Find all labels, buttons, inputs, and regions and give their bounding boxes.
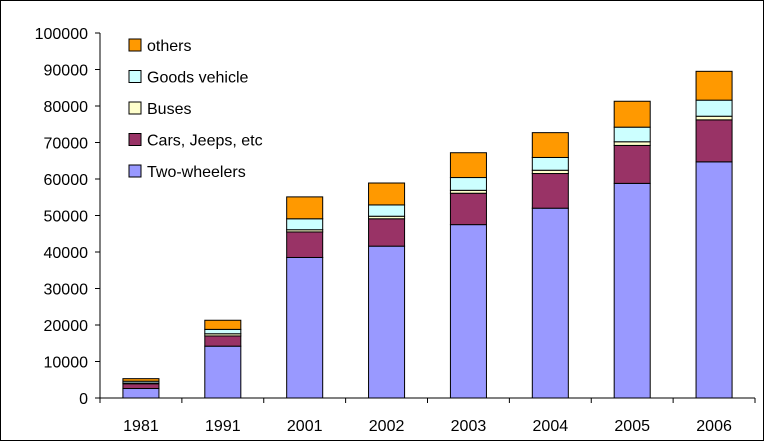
y-tick-label: 60000 bbox=[44, 172, 89, 189]
bar-segment-two-wheelers bbox=[449, 224, 487, 399]
legend-swatch bbox=[128, 164, 142, 178]
bar-segment-cars-jeeps-etc bbox=[613, 144, 651, 184]
y-tick-label: 90000 bbox=[44, 63, 89, 80]
bar-segment-buses bbox=[695, 115, 733, 121]
y-axis: 0 10000 20000 30000 40000 50000 60000 70000 8000… bbox=[35, 26, 101, 408]
x-axis: 1981 1991 2001 2002 2003 2004 2005 2006 bbox=[99, 397, 756, 435]
y-tick-label: 100000 bbox=[35, 26, 88, 43]
bar-segment-others bbox=[204, 319, 242, 330]
x-tick-label: 2001 bbox=[287, 418, 323, 435]
bar-segment-two-wheelers bbox=[695, 161, 733, 399]
legend: others Goods vehicle Buses Cars, Jeeps, etc… bbox=[128, 38, 263, 181]
bar-segment-two-wheelers bbox=[613, 182, 651, 399]
bar-segment-cars-jeeps-etc bbox=[122, 383, 160, 390]
bar-segment-two-wheelers bbox=[286, 256, 324, 399]
bar-segment-goods-vehicle bbox=[449, 177, 487, 191]
bar-segment-goods-vehicle bbox=[368, 204, 406, 217]
bar-segment-goods-vehicle bbox=[204, 328, 242, 335]
bar-segment-buses bbox=[613, 141, 651, 146]
bar-segment-cars-jeeps-etc bbox=[204, 335, 242, 347]
x-tick-label: 2006 bbox=[696, 418, 732, 435]
legend-label: Buses bbox=[147, 101, 191, 118]
legend-swatch bbox=[128, 38, 142, 52]
bar-segment-others bbox=[695, 70, 733, 101]
bar-segment-two-wheelers bbox=[531, 207, 569, 399]
y-tick-label: 10000 bbox=[44, 355, 89, 372]
legend-label: Cars, Jeeps, etc bbox=[147, 133, 263, 150]
bar-segment-two-wheelers bbox=[204, 345, 242, 399]
bar-segment-two-wheelers bbox=[122, 388, 160, 399]
legend-swatch bbox=[128, 101, 142, 115]
x-tick-label: 2005 bbox=[614, 418, 650, 435]
bar-segment-others bbox=[122, 378, 160, 382]
y-tick-label: 50000 bbox=[44, 209, 89, 226]
bar-segment-others bbox=[613, 100, 651, 128]
legend-label: others bbox=[147, 38, 191, 55]
bar-segment-goods-vehicle bbox=[613, 126, 651, 143]
legend-swatch bbox=[128, 70, 142, 83]
x-tick-label: 1981 bbox=[123, 418, 159, 435]
legend-label: Goods vehicle bbox=[147, 70, 248, 87]
bar-segment-cars-jeeps-etc bbox=[695, 119, 733, 163]
y-tick-label: 70000 bbox=[44, 136, 89, 153]
bar-segment-others bbox=[449, 152, 487, 179]
bar-segment-cars-jeeps-etc bbox=[449, 192, 487, 226]
bar-segment-others bbox=[368, 182, 406, 206]
legend-swatch bbox=[128, 133, 142, 146]
bar-segment-others bbox=[531, 132, 569, 158]
bar-segment-cars-jeeps-etc bbox=[531, 173, 569, 209]
y-tick-label: 30000 bbox=[44, 282, 89, 299]
y-tick-label: 0 bbox=[79, 391, 88, 408]
bar-segment-cars-jeeps-etc bbox=[368, 218, 406, 247]
x-tick-label: 2004 bbox=[533, 418, 569, 435]
bar-segment-goods-vehicle bbox=[695, 99, 733, 117]
bar-segment-goods-vehicle bbox=[286, 218, 324, 231]
legend-label: Two-wheelers bbox=[147, 164, 246, 181]
bars bbox=[122, 70, 733, 399]
x-tick-label: 2003 bbox=[451, 418, 487, 435]
bar-segment-two-wheelers bbox=[368, 245, 406, 399]
bar-segment-cars-jeeps-etc bbox=[286, 231, 324, 258]
y-tick-label: 80000 bbox=[44, 99, 89, 116]
y-tick-label: 20000 bbox=[44, 318, 89, 335]
x-tick-label: 1991 bbox=[205, 418, 241, 435]
y-tick-label: 40000 bbox=[44, 245, 89, 262]
x-tick-label: 2002 bbox=[369, 418, 405, 435]
bar-segment-others bbox=[286, 196, 324, 220]
bar-segment-goods-vehicle bbox=[531, 156, 569, 171]
